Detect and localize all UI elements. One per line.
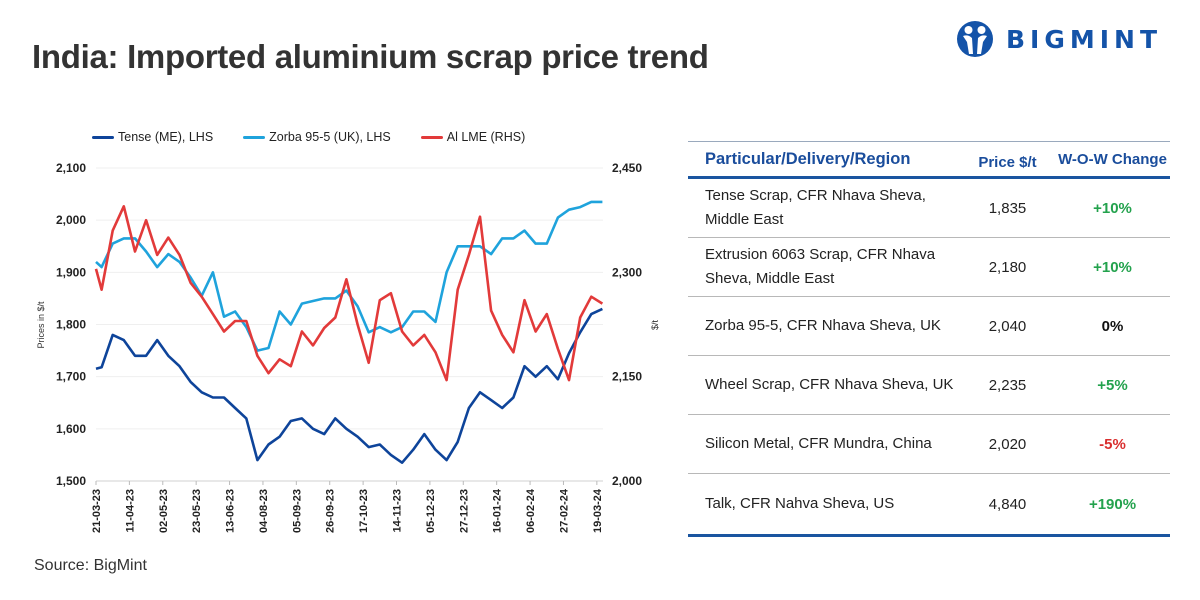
row-change: +190% bbox=[1088, 495, 1137, 513]
y-tick-right: 2,300 bbox=[612, 265, 642, 279]
row-change: +10% bbox=[1093, 258, 1132, 276]
y-tick-left: 1,700 bbox=[56, 370, 86, 384]
x-tick-label: 27-02-24 bbox=[558, 488, 570, 533]
x-tick-label: 06-02-24 bbox=[525, 488, 537, 533]
y-tick-left: 1,900 bbox=[56, 265, 86, 279]
x-tick-label: 17-10-23 bbox=[358, 489, 370, 533]
y-tick-right: 2,000 bbox=[612, 474, 642, 488]
row-particular: Extrusion 6063 Scrap, CFR Nhava Sheva, M… bbox=[705, 246, 936, 287]
chart-legend: Tense (ME), LHS Zorba 95-5 (UK), LHS Al … bbox=[92, 130, 525, 144]
x-tick-label: 11-04-23 bbox=[124, 489, 136, 532]
page-title: India: Imported aluminium scrap price tr… bbox=[32, 38, 709, 75]
table-row: Talk, CFR Nahva Sheva, US 4,840 +190% bbox=[688, 474, 1170, 537]
x-tick-label: 16-01-24 bbox=[492, 488, 504, 533]
header-price: Price $/t bbox=[978, 153, 1037, 171]
y-tick-left: 1,800 bbox=[56, 318, 86, 332]
x-tick-label: 02-05-23 bbox=[158, 489, 170, 533]
table-row: Tense Scrap, CFR Nhava Sheva, Middle Eas… bbox=[688, 179, 1170, 238]
row-price: 4,840 bbox=[988, 495, 1027, 513]
header-particular: Particular/Delivery/Region bbox=[705, 150, 911, 168]
x-tick-label: 13-06-23 bbox=[225, 489, 237, 533]
series-line-tense bbox=[95, 307, 603, 465]
legend-label: Tense (ME), LHS bbox=[118, 130, 214, 144]
row-particular: Wheel Scrap, CFR Nhava Sheva, UK bbox=[705, 376, 954, 393]
table-row: Extrusion 6063 Scrap, CFR Nhava Sheva, M… bbox=[688, 238, 1170, 297]
series-line-lme bbox=[94, 205, 604, 382]
x-tick-label: 27-12-23 bbox=[458, 489, 470, 533]
price-table: Particular/Delivery/Region Price $/t W-O… bbox=[688, 141, 1170, 537]
logo-emblem-icon bbox=[957, 21, 993, 57]
row-change: +5% bbox=[1097, 376, 1128, 394]
x-tick-label: 26-09-23 bbox=[325, 489, 337, 533]
legend-swatch bbox=[243, 135, 266, 139]
bigmint-logo: BIGMINT bbox=[956, 20, 1162, 58]
row-change: +10% bbox=[1093, 199, 1132, 217]
row-particular: Silicon Metal, CFR Mundra, China bbox=[705, 435, 932, 452]
table-row: Wheel Scrap, CFR Nhava Sheva, UK 2,235 +5% bbox=[688, 356, 1170, 415]
legend-label: Al LME (RHS) bbox=[446, 130, 526, 144]
table-header: Particular/Delivery/Region Price $/t W-O… bbox=[688, 142, 1170, 179]
logo-text: BIGMINT bbox=[1006, 24, 1163, 54]
y-tick-right: 2,150 bbox=[612, 370, 642, 384]
price-trend-chart: 1,500 1,600 1,700 1,800 1,900 2,000 2,100 2,000… bbox=[36, 161, 660, 533]
series-line-zorba bbox=[95, 200, 603, 352]
row-price: 2,235 bbox=[988, 376, 1027, 394]
x-tick-label: 21-03-23 bbox=[91, 489, 103, 533]
y-tick-left: 1,600 bbox=[56, 422, 86, 436]
row-change: 0% bbox=[1101, 317, 1124, 335]
legend-item-zorba: Zorba 95-5 (UK), LHS bbox=[243, 130, 391, 144]
row-particular: Zorba 95-5, CFR Nhava Sheva, UK bbox=[705, 317, 941, 334]
table-row: Zorba 95-5, CFR Nhava Sheva, UK 2,040 0% bbox=[688, 297, 1170, 356]
legend-label: Zorba 95-5 (UK), LHS bbox=[269, 130, 391, 144]
row-particular: Talk, CFR Nahva Sheva, US bbox=[705, 495, 895, 512]
row-price: 1,835 bbox=[988, 199, 1027, 217]
y-tick-left: 2,100 bbox=[56, 161, 86, 175]
row-change: -5% bbox=[1099, 435, 1126, 453]
row-price: 2,180 bbox=[988, 258, 1027, 276]
source-note: Source: BigMint bbox=[34, 557, 147, 574]
legend-item-tense: Tense (ME), LHS bbox=[92, 130, 213, 144]
x-tick-label: 04-08-23 bbox=[258, 489, 270, 533]
legend-item-lme: Al LME (RHS) bbox=[420, 130, 526, 144]
y-tick-left: 1,500 bbox=[56, 474, 86, 488]
x-tick-label: 23-05-23 bbox=[191, 489, 203, 533]
y-tick-right: 2,450 bbox=[612, 161, 642, 175]
y-axis-title-left: Prices in $/t bbox=[36, 301, 46, 349]
y-tick-left: 2,000 bbox=[56, 213, 86, 227]
x-tick-label: 14-11-23 bbox=[392, 489, 404, 532]
legend-swatch bbox=[420, 135, 443, 139]
header-change: W-O-W Change bbox=[1058, 150, 1167, 168]
x-tick-label: 19-03-24 bbox=[592, 488, 604, 533]
table-row: Silicon Metal, CFR Mundra, China 2,020 -5% bbox=[688, 415, 1170, 474]
legend-swatch bbox=[92, 135, 114, 139]
x-tick-label: 05-09-23 bbox=[291, 489, 303, 533]
row-price: 2,020 bbox=[988, 435, 1027, 453]
y-axis-title-right: $/t bbox=[650, 320, 660, 331]
x-tick-label: 05-12-23 bbox=[425, 489, 437, 533]
row-particular: Tense Scrap, CFR Nhava Sheva, Middle Eas… bbox=[705, 187, 926, 228]
row-price: 2,040 bbox=[988, 317, 1027, 335]
